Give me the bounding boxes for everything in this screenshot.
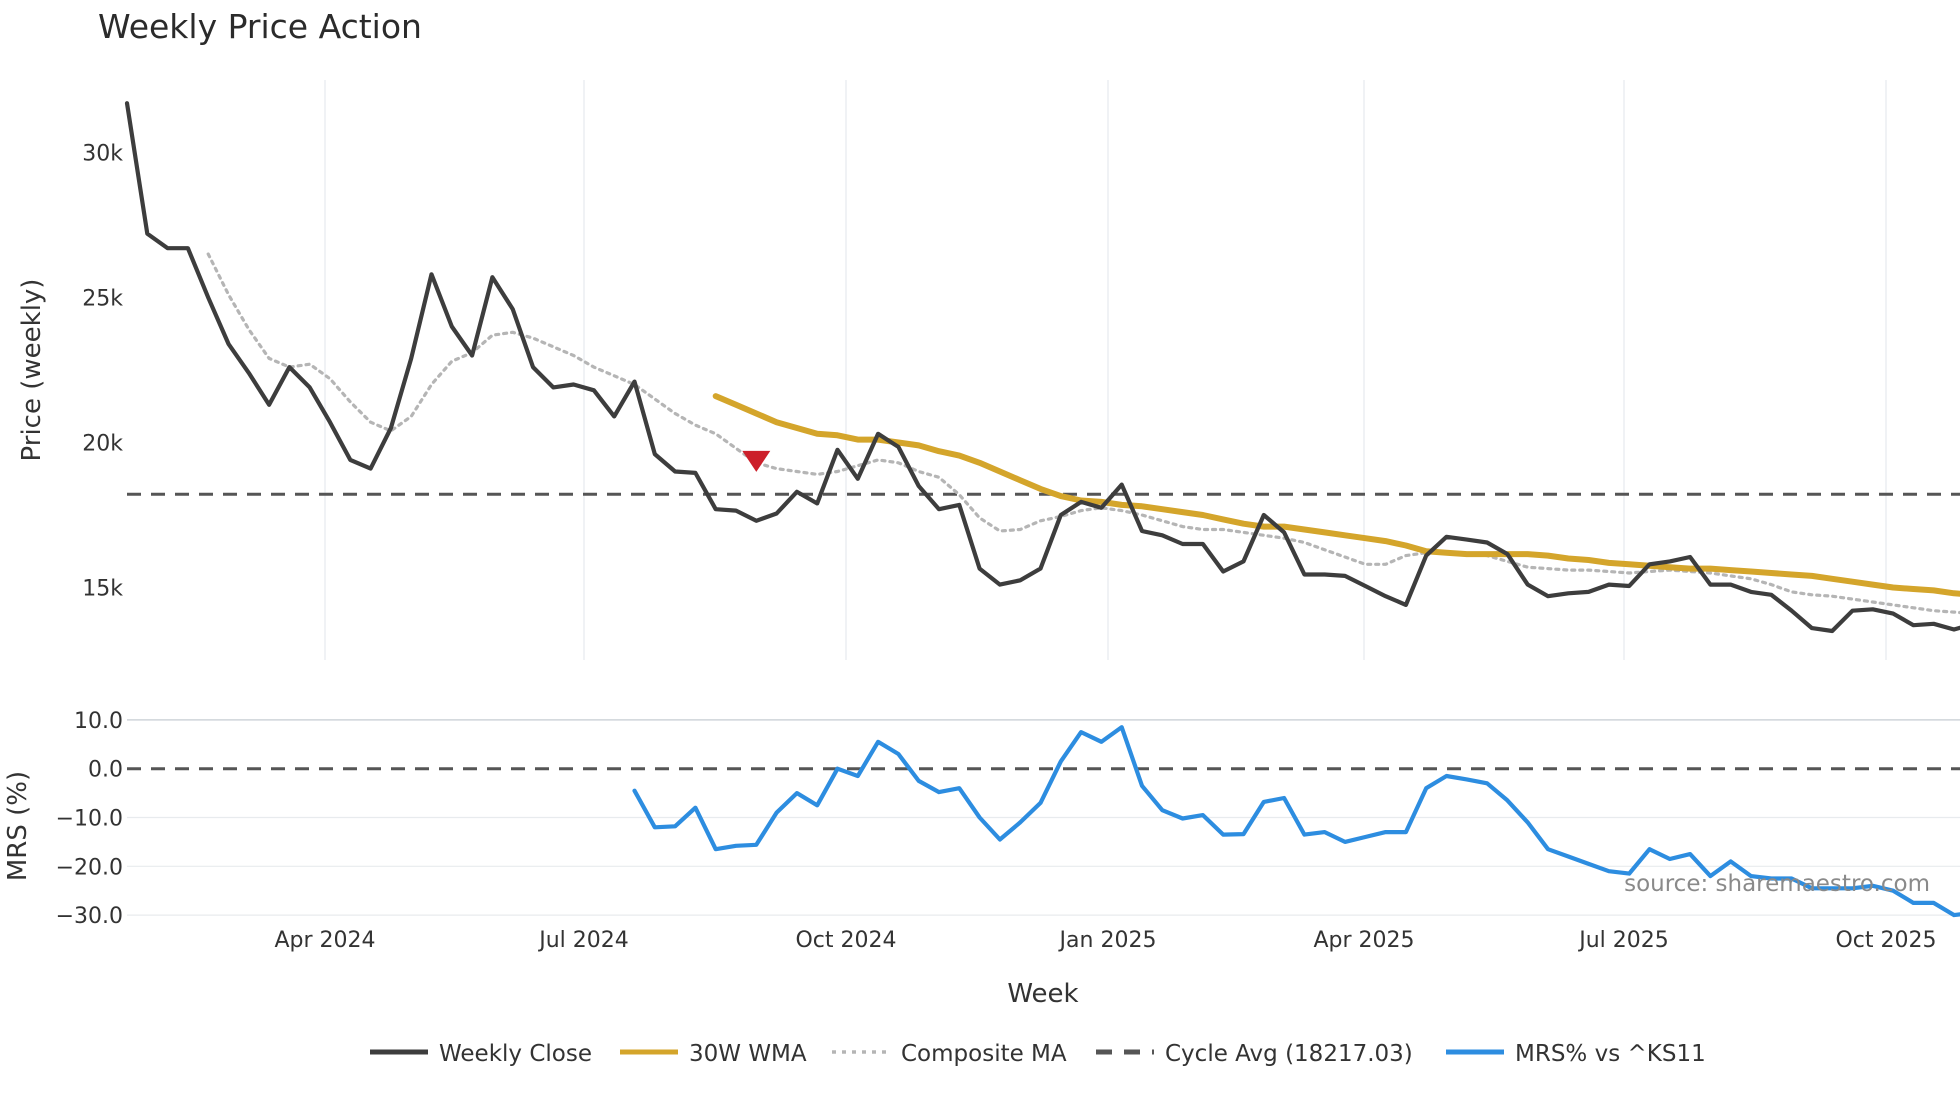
legend-label: MRS% vs ^KS11 [1515, 1041, 1706, 1067]
price-y-tick-label: 25k [82, 287, 123, 312]
mrs-y-axis-title: MRS (%) [3, 771, 33, 881]
mrs-series-0 [632, 725, 1960, 918]
x-axis-title: Week [1007, 979, 1078, 1009]
x-axis-ticks: Apr 2024 Jul 2024 Oct 2024 Jan 2025 Apr 2025… [274, 928, 1936, 953]
legend-label: 30W WMA [689, 1041, 807, 1067]
x-tick-label: Jul 2024 [537, 928, 629, 953]
mrs-gridlines [127, 719, 1960, 916]
mrs-y-tick-label: −20.0 [56, 855, 123, 880]
price-series-0 [124, 101, 1960, 634]
mrs-y-tick-label: 0.0 [88, 758, 123, 783]
x-tick-label: Apr 2025 [1313, 928, 1414, 953]
price-series-1 [712, 393, 1960, 597]
x-tick-label: Jul 2025 [1577, 928, 1669, 953]
price-series-2 [206, 252, 1960, 615]
mrs-y-tick-label: −30.0 [56, 904, 123, 929]
price-gridlines [324, 80, 1887, 660]
source-note: source: sharemaestro.com [1624, 871, 1930, 897]
mrs-y-tick-label: 10.0 [74, 709, 123, 734]
x-tick-label: Oct 2025 [1835, 928, 1936, 953]
price-y-ticks: 15k 20k 25k 30k [82, 142, 123, 602]
x-tick-label: Apr 2024 [274, 928, 375, 953]
mrs-series-layer [127, 725, 1960, 918]
mrs-y-tick-label: −10.0 [56, 807, 123, 832]
mrs-y-ticks: 10.0 0.0 −10.0 −20.0 −30.0 [56, 709, 123, 929]
legend-label: Composite MA [901, 1041, 1067, 1067]
sell-signal-marker [742, 450, 771, 472]
legend-label: Weekly Close [439, 1041, 592, 1067]
x-tick-label: Jan 2025 [1058, 928, 1157, 953]
chart-title: Weekly Price Action [98, 7, 422, 46]
price-y-tick-label: 20k [82, 432, 123, 457]
price-y-axis-title: Price (weekly) [17, 279, 47, 462]
signal-markers [742, 450, 771, 472]
legend-label: Cycle Avg (18217.03) [1165, 1041, 1413, 1067]
price-y-tick-label: 30k [82, 142, 123, 167]
x-tick-label: Oct 2024 [795, 928, 896, 953]
price-series-layer [124, 101, 1960, 634]
chart-legend: Weekly Close 30W WMA Composite MA Cycle Avg… [370, 1041, 1706, 1067]
price-y-tick-label: 15k [82, 577, 123, 602]
